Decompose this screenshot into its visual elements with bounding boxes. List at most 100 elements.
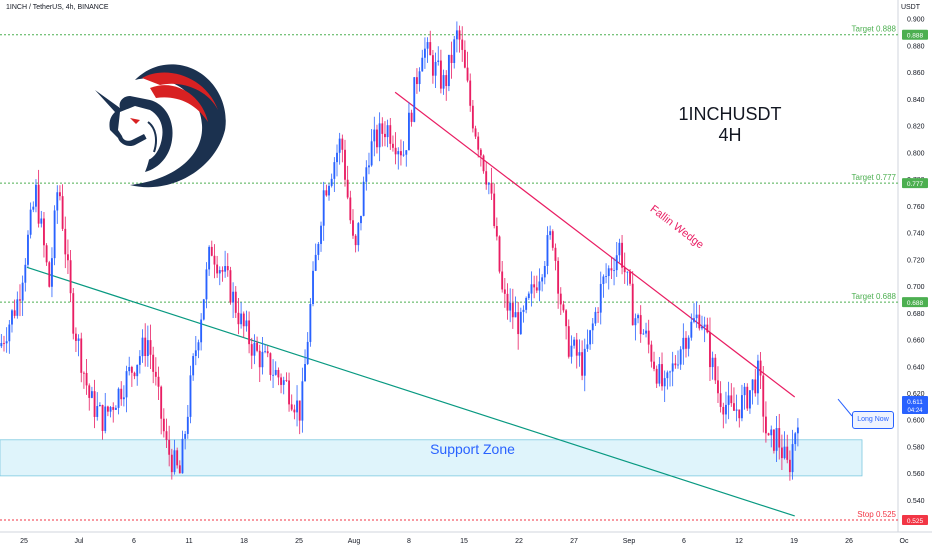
candle-body: [205, 269, 208, 300]
candle-body: [117, 388, 120, 408]
candle-body: [727, 395, 730, 405]
candle-body: [642, 333, 645, 335]
candle-body: [152, 354, 155, 372]
candle-body: [631, 283, 634, 326]
time-tick-label: Oc: [900, 538, 909, 545]
candle-body: [386, 125, 389, 138]
candle-body: [128, 367, 131, 372]
candle-body: [735, 409, 738, 411]
candle-body: [64, 228, 67, 255]
long-now-callout[interactable]: Long Now: [852, 411, 894, 429]
candle-body: [663, 378, 666, 387]
candle-body: [639, 315, 642, 335]
candle-body: [506, 293, 509, 311]
candle-body: [575, 339, 578, 356]
candle-body: [170, 454, 173, 473]
candle-body: [701, 326, 703, 329]
price-axis-unit: USDT: [900, 4, 920, 11]
candle-body: [578, 352, 581, 356]
candle-body: [778, 428, 781, 448]
candle-body: [788, 459, 791, 473]
candle-body: [125, 371, 128, 398]
candle-body: [240, 313, 243, 325]
level-price-tag-text: 0.688: [907, 300, 924, 307]
candle-body: [695, 314, 698, 319]
price-tick-label: 0.820: [907, 124, 925, 131]
candle-body: [677, 364, 679, 366]
candle-body: [775, 428, 778, 451]
time-tick-label: 6: [132, 538, 136, 545]
candle-body: [501, 271, 504, 290]
current-price-value: 0.611: [907, 399, 923, 406]
candle-body: [400, 151, 402, 156]
price-tick-label: 0.640: [907, 364, 925, 371]
candle-body: [229, 270, 232, 303]
candle-body: [221, 270, 224, 272]
candle-body: [796, 427, 799, 434]
candle-body: [703, 324, 706, 327]
candle-body: [19, 299, 21, 301]
candle-body: [357, 223, 360, 246]
candle-body: [533, 284, 536, 288]
candle-body: [130, 367, 133, 373]
candle-body: [333, 162, 336, 179]
candle-body: [157, 376, 160, 387]
candle-body: [434, 61, 437, 76]
candle-body: [325, 190, 328, 196]
candle-body: [764, 416, 767, 434]
candle-body: [93, 391, 96, 417]
candle-body: [463, 49, 466, 68]
candle-body: [272, 374, 274, 376]
candle-body: [5, 341, 8, 344]
candle-body: [90, 391, 93, 398]
candle-body: [181, 438, 184, 474]
candle-body: [218, 270, 221, 274]
candle-body: [706, 324, 709, 333]
candle-body: [408, 112, 410, 151]
time-tick-label: 19: [790, 538, 798, 545]
candle-body: [106, 406, 109, 412]
candle-body: [431, 55, 434, 76]
candle-body: [202, 299, 205, 320]
candle-body: [618, 242, 621, 256]
price-tick-label: 0.800: [907, 150, 925, 157]
candle-body: [717, 380, 719, 394]
candle-body: [274, 369, 277, 375]
candle-body: [293, 409, 296, 413]
candle-body: [360, 215, 362, 224]
candle-body: [136, 364, 139, 377]
candle-body: [186, 416, 189, 434]
candle-body: [29, 209, 32, 235]
candle-body: [637, 315, 639, 319]
candle-body: [767, 433, 770, 436]
candle-body: [522, 309, 525, 312]
target-levels-group: Target 0.888 Target 0.777 Target 0.688 Stop…: [0, 25, 898, 521]
candle-body: [282, 380, 285, 385]
candle-body: [67, 254, 69, 261]
candle-body: [770, 429, 773, 436]
candle-body: [541, 277, 544, 282]
candle-body: [687, 337, 690, 349]
candle-body: [719, 393, 722, 407]
candle-body: [442, 75, 445, 89]
candle-body: [722, 406, 725, 415]
candle-body: [352, 220, 354, 236]
candle-body: [669, 371, 671, 373]
candle-body: [410, 112, 413, 122]
candle-body: [69, 260, 72, 294]
time-tick-label: 25: [20, 538, 28, 545]
candle-body: [485, 171, 488, 185]
candle-body: [0, 343, 3, 347]
candle-body: [754, 379, 757, 394]
candle-body: [160, 386, 163, 419]
candle-body: [392, 143, 394, 148]
candle-body: [48, 262, 51, 287]
candle-body: [280, 377, 282, 385]
level-label: Target 0.777: [852, 173, 897, 182]
candle-body: [698, 314, 701, 329]
candle-body: [11, 310, 13, 325]
candle-body: [514, 312, 517, 318]
price-tick-label: 0.680: [907, 311, 925, 318]
time-tick-label: 26: [845, 538, 853, 545]
